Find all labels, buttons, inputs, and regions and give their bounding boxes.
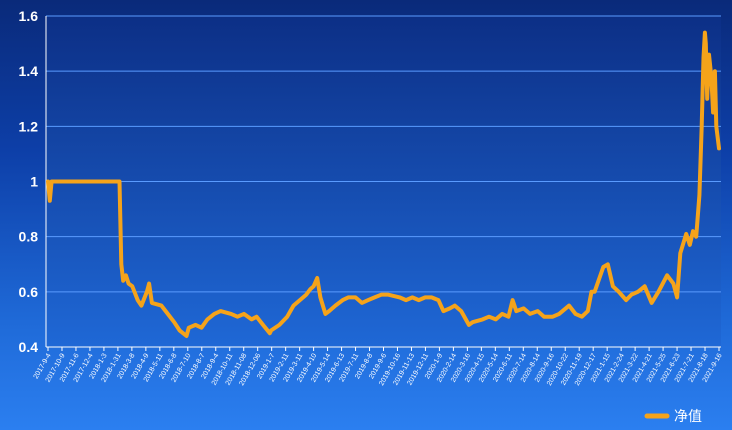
y-tick-label: 1.6 bbox=[19, 8, 39, 24]
y-tick-label: 0.6 bbox=[19, 284, 39, 300]
grid-lines bbox=[46, 15, 721, 293]
legend: 净值 bbox=[644, 408, 702, 424]
y-tick-label: 0.4 bbox=[19, 339, 39, 355]
legend-label: 净值 bbox=[674, 408, 702, 424]
y-tick-label: 0.8 bbox=[19, 229, 39, 245]
x-axis-ticks: 2017-9-42017-10-92017-11-62017-12-42018-… bbox=[33, 347, 724, 387]
y-axis-ticks: 0.4 0.6 0.8 1 1.2 1.4 1.6 bbox=[19, 8, 39, 355]
y-tick-label: 1.4 bbox=[19, 63, 39, 79]
y-tick-label: 1.2 bbox=[19, 118, 39, 134]
series-line-net-value bbox=[46, 30, 721, 338]
y-tick-label: 1 bbox=[30, 174, 38, 190]
